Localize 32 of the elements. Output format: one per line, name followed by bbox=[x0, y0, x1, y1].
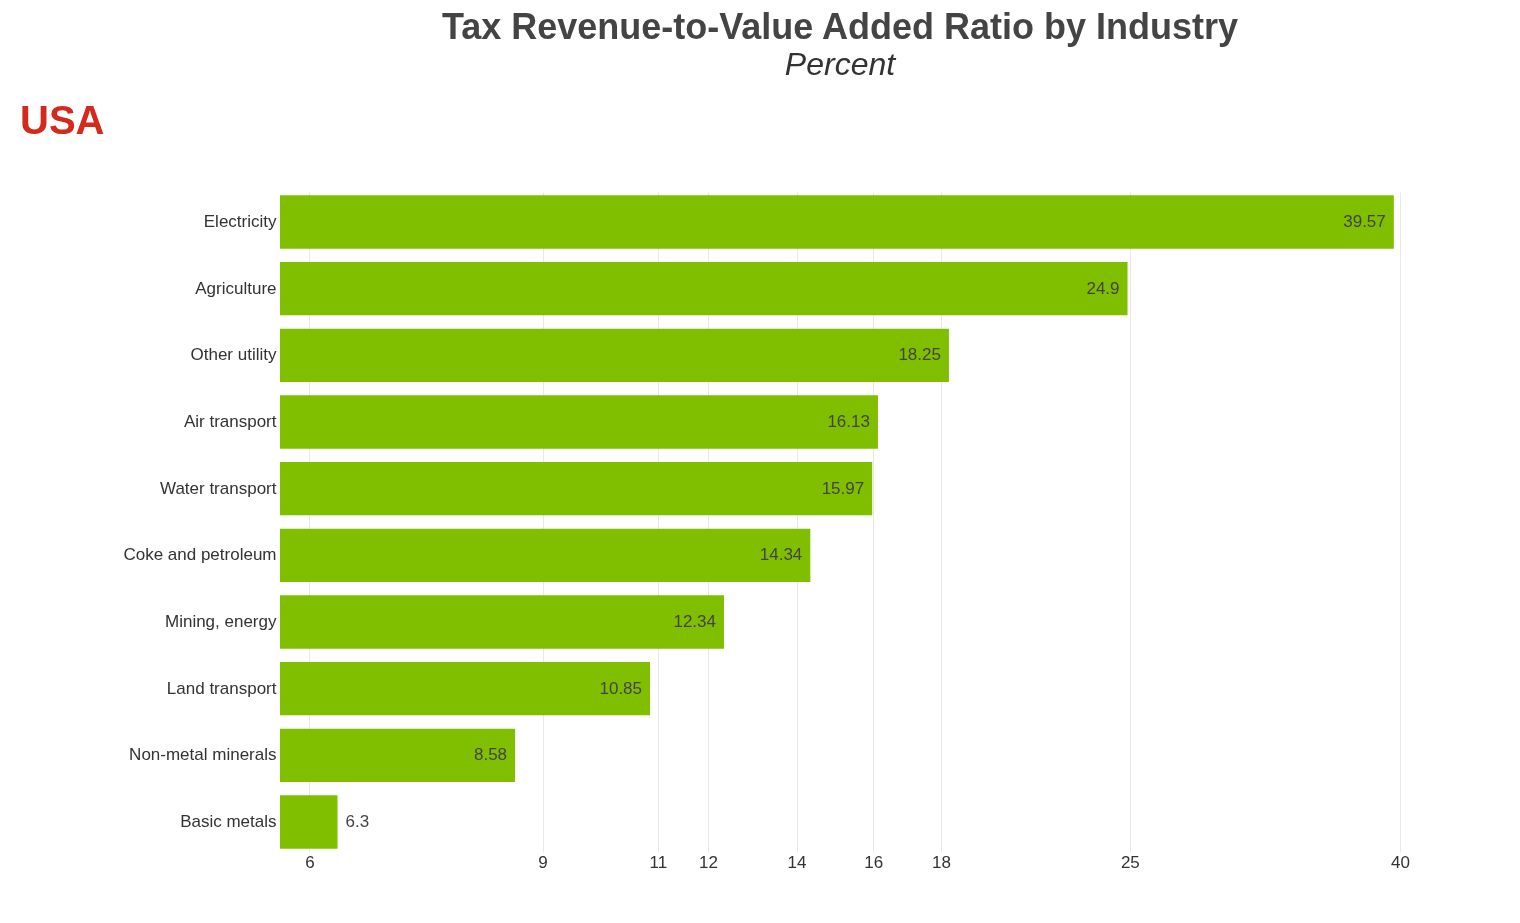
y-tick-label: Basic metals bbox=[180, 812, 277, 831]
y-tick-label: Agriculture bbox=[195, 278, 277, 298]
y-tick-label: Electricity bbox=[203, 212, 277, 231]
x-tick-label: 6 bbox=[305, 852, 315, 872]
x-tick-label: 25 bbox=[1120, 852, 1140, 872]
data-label: 15.97 bbox=[821, 478, 865, 498]
data-label: 10.85 bbox=[599, 678, 643, 698]
y-tick-label: Land transport bbox=[166, 678, 277, 698]
x-tick-label: 40 bbox=[1391, 852, 1410, 872]
text: USA bbox=[20, 98, 105, 142]
y-tick-label: Non-metal minerals bbox=[129, 745, 277, 765]
chart-subtitle: Percent bbox=[784, 46, 897, 82]
data-label: 16.13 bbox=[827, 412, 870, 431]
y-tick-label: Air transport bbox=[183, 412, 277, 431]
y-tick-label: Mining, energy bbox=[164, 612, 277, 631]
y-tick-label: Water transport bbox=[159, 478, 277, 498]
data-label: 18.25 bbox=[898, 345, 941, 365]
data-label: 12.34 bbox=[673, 612, 716, 631]
x-tick-label: 14 bbox=[787, 852, 807, 872]
x-tick-label: 9 bbox=[538, 852, 548, 872]
x-tick-label: 18 bbox=[932, 852, 951, 872]
x-tick-label: 12 bbox=[698, 852, 718, 872]
data-label: 6.3 bbox=[345, 812, 370, 831]
data-label: 8.58 bbox=[473, 745, 508, 765]
x-tick-label: 16 bbox=[864, 852, 884, 872]
data-label: 14.34 bbox=[759, 545, 803, 565]
data-label: 24.9 bbox=[1086, 278, 1120, 298]
x-tick-label: 11 bbox=[649, 852, 668, 872]
y-tick-label: Coke and petroleum bbox=[123, 545, 277, 565]
chart-title: Tax Revenue-to-Value Added Ratio by Industry bbox=[441, 6, 1239, 47]
data-label: 39.57 bbox=[1343, 212, 1386, 231]
y-tick-label: Other utility bbox=[190, 345, 277, 365]
